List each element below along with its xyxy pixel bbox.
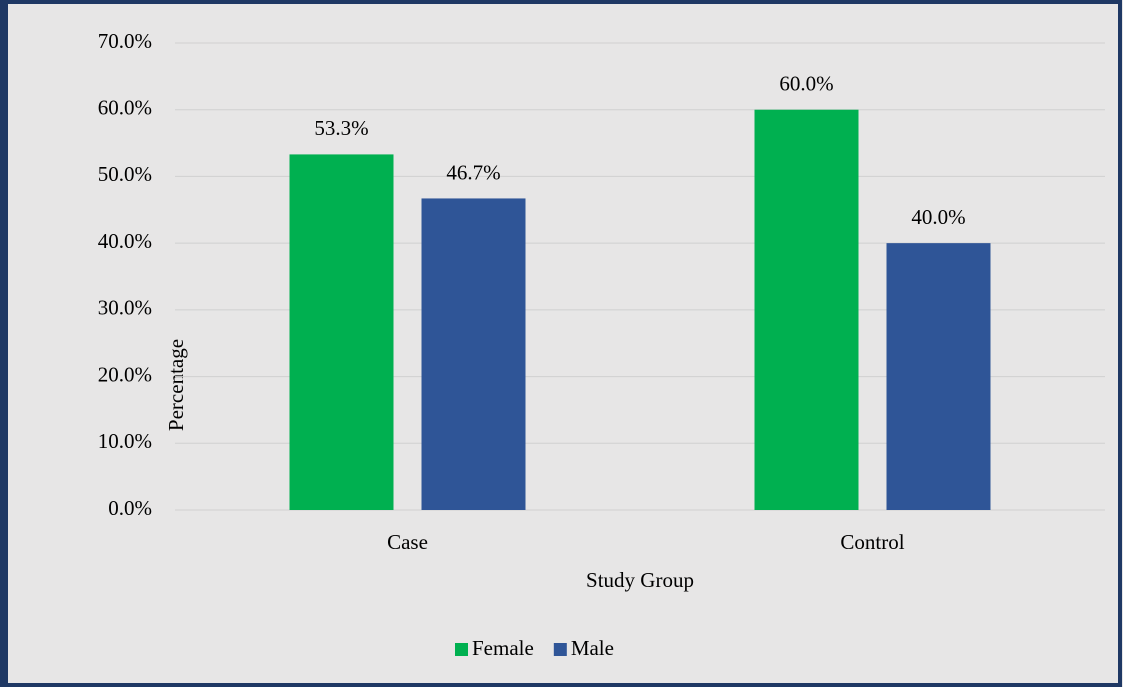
y-tick-label: 60.0% [98, 96, 152, 120]
value-label: 46.7% [446, 160, 500, 184]
x-axis-label: Study Group [586, 568, 694, 592]
y-tick-label: 20.0% [98, 362, 152, 386]
y-tick-label: 10.0% [98, 429, 152, 453]
legend-swatch [553, 643, 567, 656]
y-tick-label: 50.0% [98, 162, 152, 186]
value-label: 60.0% [779, 72, 833, 96]
legend-label: Female [472, 636, 534, 660]
y-tick-label: 70.0% [98, 29, 152, 53]
bar [289, 154, 394, 511]
bar [754, 109, 859, 510]
value-label: 53.3% [314, 116, 368, 140]
bar [421, 198, 526, 511]
x-tick-label: Case [387, 530, 428, 554]
bar [886, 243, 991, 510]
y-axis-label: Percentage [164, 339, 188, 431]
value-label: 40.0% [911, 205, 965, 229]
y-tick-label: 30.0% [98, 296, 152, 320]
frame-left [0, 0, 8, 687]
y-tick-label: 40.0% [98, 229, 152, 253]
legend-swatch [455, 643, 468, 656]
y-tick-label: 0.0% [108, 496, 152, 520]
x-tick-label: Control [840, 530, 904, 554]
legend-label: Male [571, 636, 614, 660]
